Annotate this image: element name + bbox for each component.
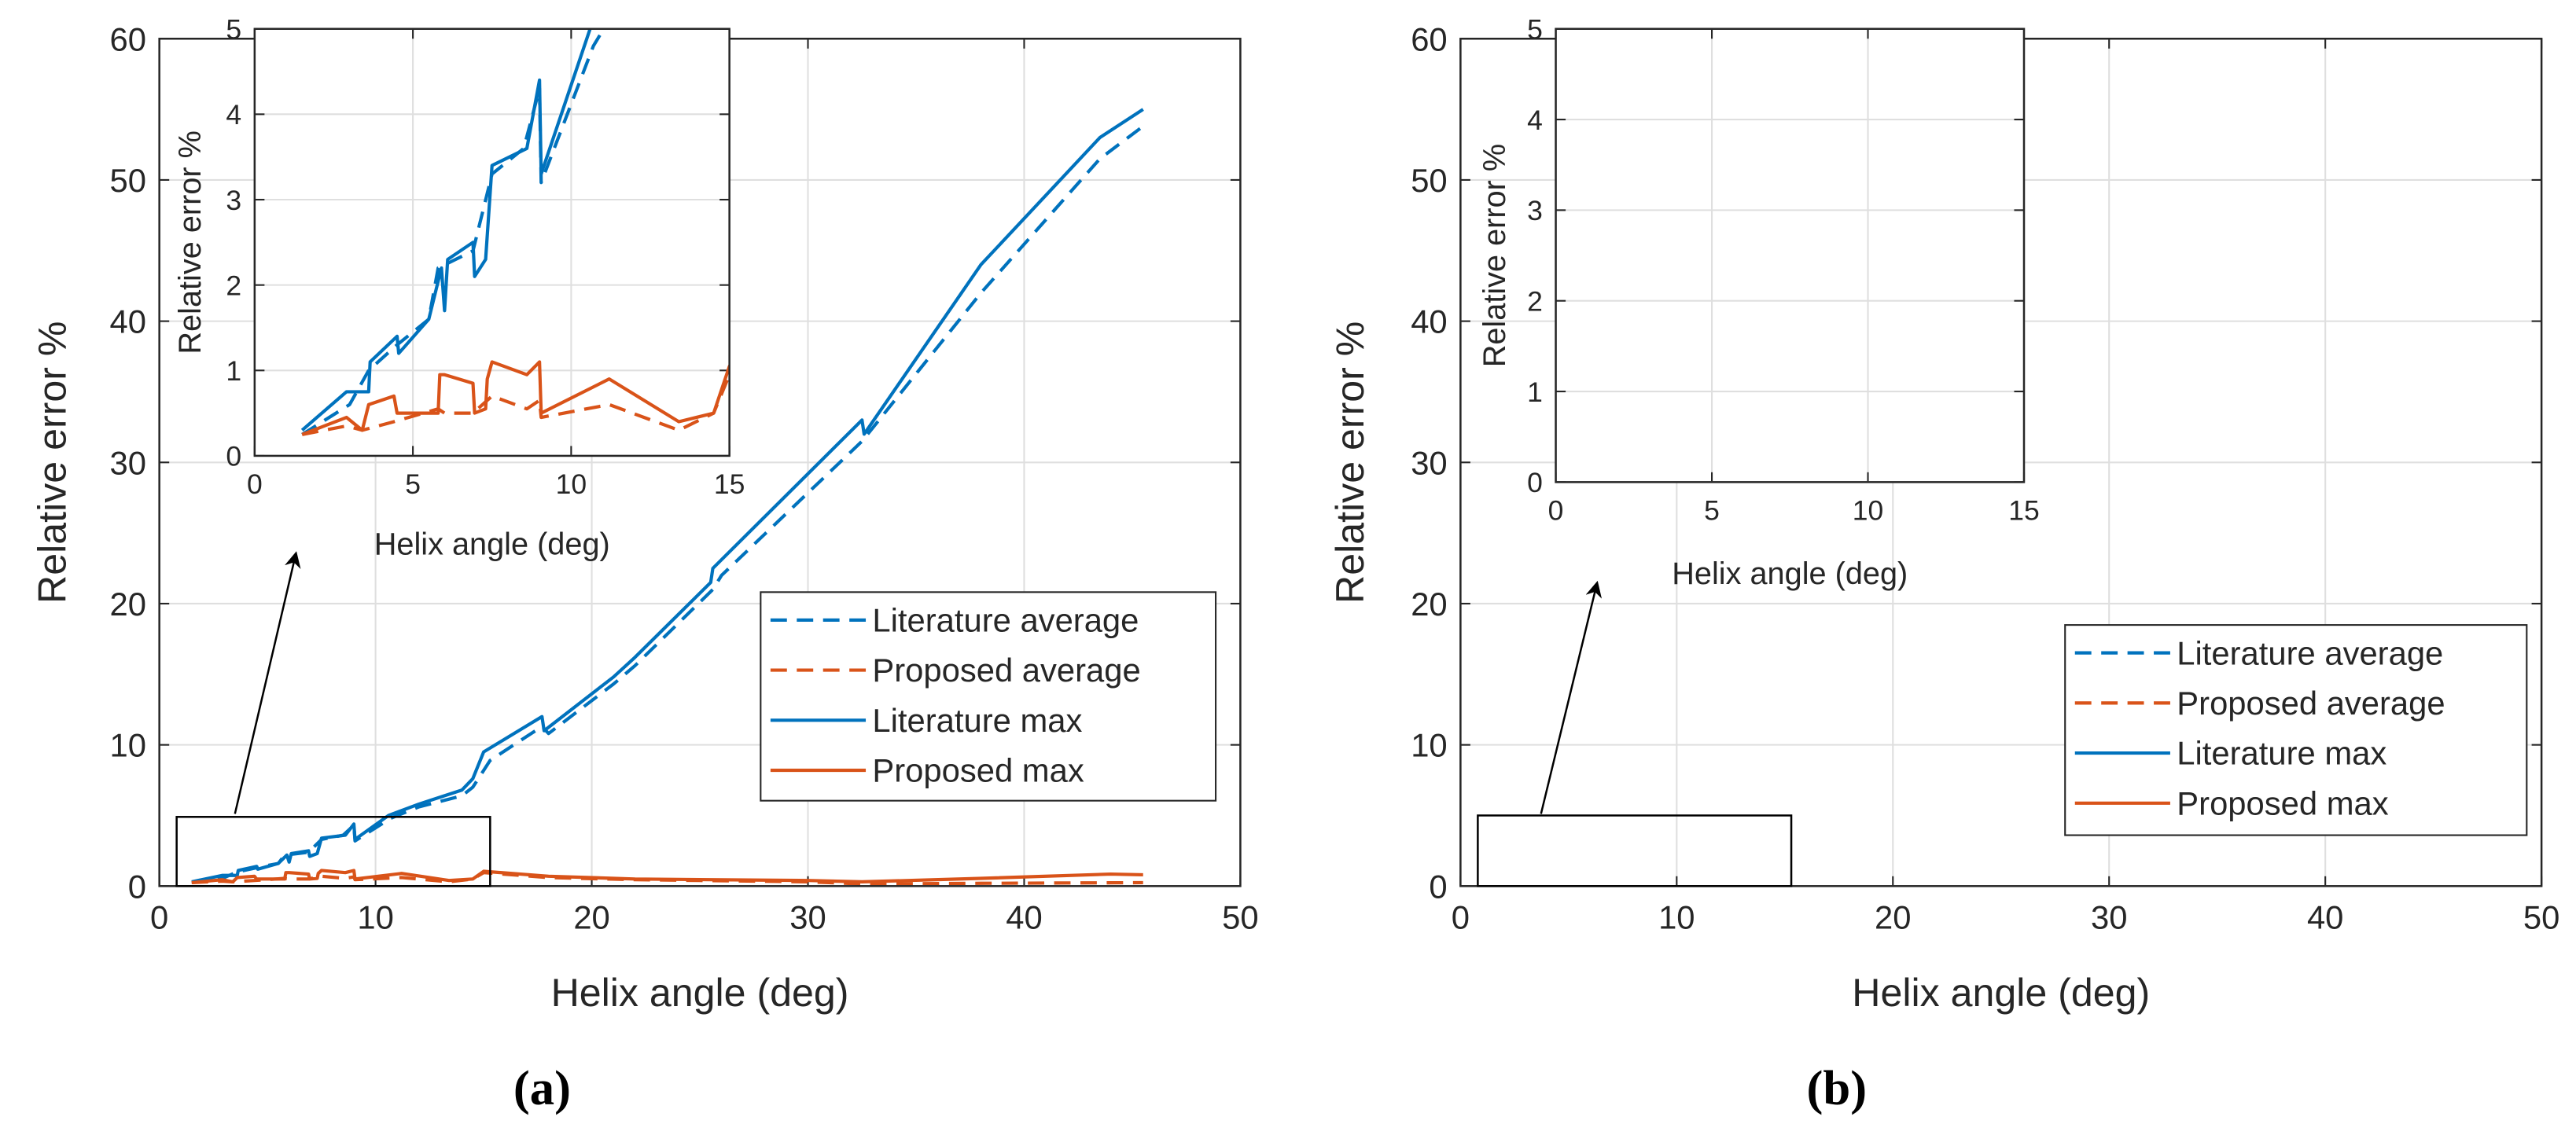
main-x-tick-label: 10: [1658, 899, 1695, 936]
inset-y-tick-label: 0: [226, 441, 241, 472]
inset-y-tick-label: 4: [1527, 105, 1543, 136]
series-line-proposed-max: [301, 360, 730, 436]
main-y-tick-label: 0: [128, 868, 146, 905]
inset-x-tick-label: 10: [1853, 494, 1884, 526]
main-y-tick-label: 0: [1429, 868, 1447, 905]
legend-entry-label: Proposed max: [2177, 784, 2388, 821]
inset-x-tick-label: 5: [405, 468, 421, 500]
main-y-tick-label: 60: [1411, 20, 1447, 57]
inset-plot-area: [1555, 28, 2024, 483]
zoom-region-box: [175, 816, 491, 887]
main-y-tick-label: 50: [109, 162, 145, 199]
inset-y-tick-label: 3: [226, 185, 241, 216]
legend-entry-label: Proposed average: [872, 652, 1140, 689]
main-x-tick-label: 30: [789, 899, 826, 936]
main-x-tick-label: 30: [2091, 899, 2127, 936]
main-x-tick-label: 20: [1875, 899, 1911, 936]
main-x-tick-label: 40: [1006, 899, 1042, 936]
legend-box: [760, 591, 1217, 802]
inset-axes: 0 5 10 15 0 1 2 3 4 5 Helix angle (deg) Relative er…: [173, 14, 745, 562]
inset-y-tick-label: 1: [226, 355, 241, 387]
main-x-tick-label: 50: [1222, 899, 1258, 936]
main-x-tick-label: 0: [1452, 899, 1470, 936]
panel-caption: (b): [1807, 1060, 1868, 1115]
inset-x-tick-label: 0: [1548, 494, 1564, 526]
series-line-proposed-average: [301, 373, 730, 436]
inset-y-axis-label: Relative error %: [173, 130, 208, 354]
panel-caption: (a): [513, 1060, 571, 1115]
main-y-tick-label: 30: [1411, 444, 1447, 481]
main-y-axis-label: Relative error %: [1328, 321, 1372, 604]
inset-x-tick-label: 15: [714, 468, 745, 500]
inset-x-tick-label: 15: [2008, 494, 2040, 526]
main-x-tick-label: 0: [150, 899, 168, 936]
legend-entry-label: Literature average: [872, 601, 1139, 638]
main-x-tick-label: 40: [2307, 899, 2343, 936]
series-line-literature-max: [300, 28, 592, 432]
zoom-region-box: [1477, 814, 1793, 887]
main-y-tick-label: 50: [1411, 162, 1447, 199]
inset-y-axis-label: Relative error %: [1478, 144, 1512, 368]
main-x-axis-label: Helix angle (deg): [1852, 971, 2150, 1015]
inset-y-tick-label: 0: [1527, 467, 1543, 498]
inset-x-tick-label: 0: [247, 468, 263, 500]
inset-axes-box: [253, 28, 730, 457]
inset-y-tick-label: 2: [226, 270, 241, 301]
inset-x-tick-label: 5: [1704, 494, 1720, 526]
inset-x-axis-label: Helix angle (deg): [374, 527, 610, 561]
inset-y-tick-label: 1: [1527, 376, 1543, 408]
inset-plot-area: [254, 28, 730, 456]
series-line-proposed-max: [191, 869, 1143, 885]
main-x-tick-label: 50: [2523, 899, 2559, 936]
legend: Literature average Proposed average Litera…: [760, 591, 1217, 802]
inset-axes: 0 5 10 15 0 1 2 3 4 5 Helix angle (deg) Relative er…: [1478, 14, 2040, 591]
legend-entry-label: Proposed average: [2177, 685, 2445, 722]
inset-y-tick-label: 4: [226, 99, 241, 130]
inset-y-tick-label: 5: [226, 14, 241, 46]
legend: Literature average Proposed average Litera…: [2064, 624, 2528, 836]
inset-y-tick-label: 2: [1527, 285, 1543, 317]
main-x-tick-label: 20: [573, 899, 609, 936]
legend-entry-label: Proposed max: [872, 752, 1084, 789]
main-y-tick-label: 20: [109, 586, 145, 623]
main-x-tick-label: 10: [357, 899, 393, 936]
zoom-arrow-icon: [1540, 580, 1602, 814]
main-y-tick-label: 30: [109, 444, 145, 481]
legend-entry-label: Literature max: [2177, 735, 2386, 772]
inset-y-tick-label: 5: [1527, 14, 1543, 46]
main-y-tick-label: 10: [109, 727, 145, 764]
inset-axes-box: [1555, 28, 2026, 483]
main-y-tick-label: 10: [1411, 727, 1447, 764]
main-y-tick-label: 40: [109, 303, 145, 340]
legend-entry-label: Literature max: [872, 702, 1082, 739]
inset-series-group: [300, 28, 730, 436]
main-y-tick-label: 40: [1411, 303, 1447, 340]
legend-box: [2064, 624, 2528, 836]
zoom-arrow-icon: [234, 551, 301, 814]
main-y-axis-label: Relative error %: [31, 321, 75, 604]
legend-entry-label: Literature average: [2177, 634, 2443, 671]
main-series-group: [191, 108, 1144, 886]
inset-x-axis-label: Helix angle (deg): [1672, 556, 1908, 591]
inset-x-tick-label: 10: [556, 468, 587, 500]
series-line-literature-max: [191, 108, 1144, 883]
main-y-tick-label: 60: [109, 20, 145, 57]
main-y-tick-label: 20: [1411, 586, 1447, 623]
inset-y-tick-label: 3: [1527, 195, 1543, 226]
main-x-axis-label: Helix angle (deg): [551, 971, 849, 1015]
